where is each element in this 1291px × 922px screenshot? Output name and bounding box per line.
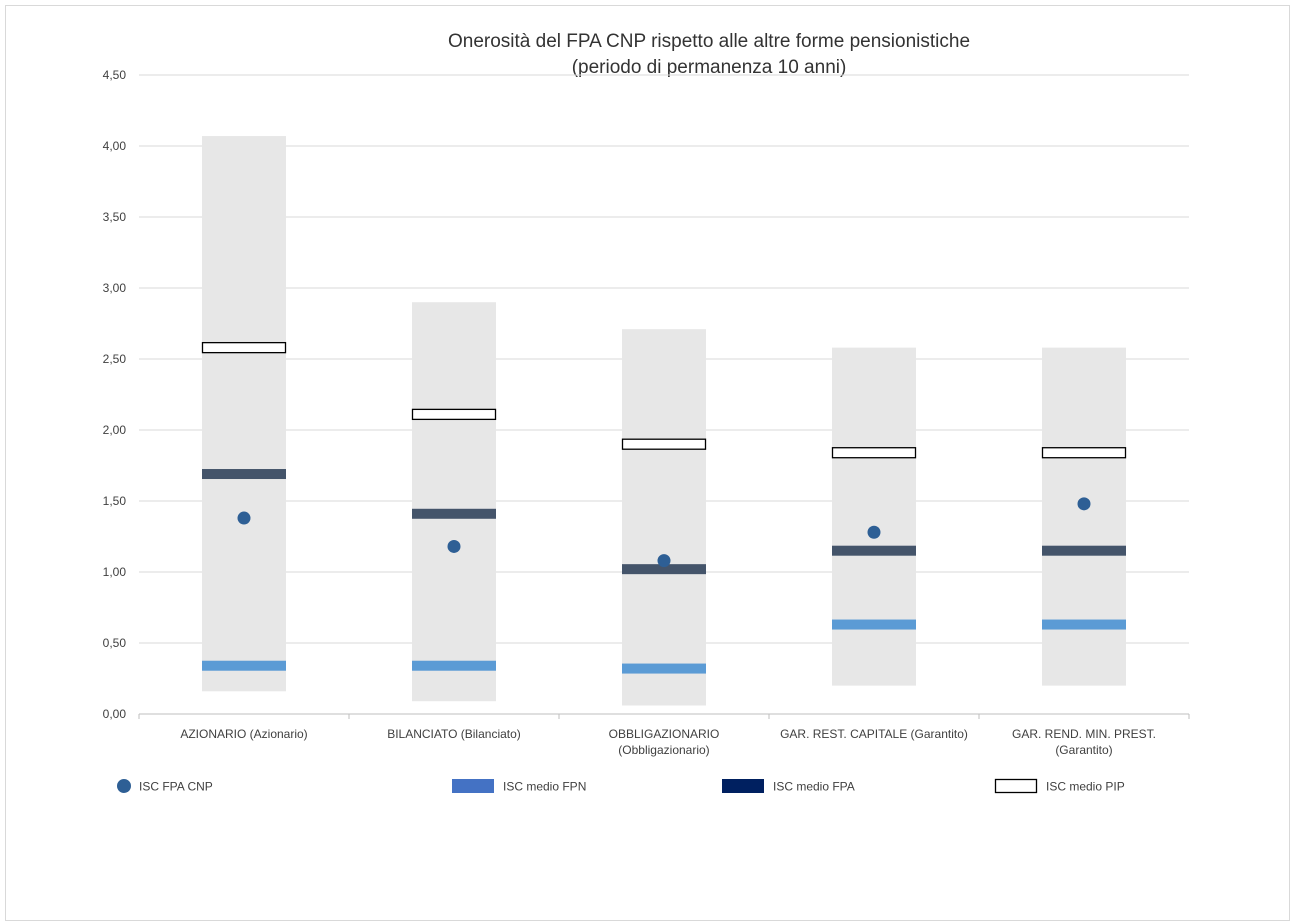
range-bar bbox=[622, 329, 706, 706]
legend-label: ISC medio FPA bbox=[773, 780, 855, 794]
isc-medio-fpa-marker bbox=[832, 545, 916, 556]
x-axis: AZIONARIO (Azionario) BILANCIATO (Bilanci… bbox=[138, 713, 1190, 757]
isc-medio-pip-marker bbox=[1041, 447, 1127, 459]
legend-label: ISC FPA CNP bbox=[139, 780, 213, 794]
y-tick-label: 3,50 bbox=[103, 210, 127, 224]
y-tick-label: 2,00 bbox=[103, 423, 127, 437]
isc-medio-fpa-marker bbox=[412, 508, 496, 519]
range-bars bbox=[202, 136, 1126, 706]
legend-swatch-dot bbox=[117, 779, 131, 793]
series-marks bbox=[201, 341, 1127, 674]
y-axis: 0,00 0,50 1,00 1,50 2,00 2,50 3,00 3,50 4,00 4,50 bbox=[103, 68, 127, 721]
x-tick-label: GAR. REND. MIN. PREST. bbox=[1012, 727, 1156, 741]
isc-medio-fpn-marker bbox=[832, 619, 916, 630]
x-tick-label: OBBLIGAZIONARIO bbox=[609, 727, 720, 741]
y-tick-label: 3,00 bbox=[103, 281, 127, 295]
range-bar bbox=[202, 136, 286, 692]
y-tick-label: 4,50 bbox=[103, 68, 127, 82]
isc-fpa-cnp-point bbox=[657, 554, 671, 568]
isc-fpa-cnp-point bbox=[867, 525, 881, 539]
chart-frame bbox=[5, 5, 1290, 921]
isc-medio-fpn-marker bbox=[412, 660, 496, 671]
legend-label: ISC medio PIP bbox=[1046, 780, 1125, 794]
legend-swatch bbox=[722, 779, 764, 793]
isc-medio-fpn-marker bbox=[1042, 619, 1126, 630]
range-bar bbox=[832, 347, 916, 686]
y-tick-label: 4,00 bbox=[103, 139, 127, 153]
legend-swatch-outline bbox=[994, 778, 1038, 794]
y-tick-label: 1,50 bbox=[103, 494, 127, 508]
legend-label: ISC medio FPN bbox=[503, 780, 586, 794]
isc-medio-pip-marker bbox=[201, 341, 287, 354]
legend-swatch bbox=[452, 779, 494, 793]
x-tick-label: (Garantito) bbox=[1055, 743, 1112, 757]
y-tick-label: 0,50 bbox=[103, 636, 127, 650]
range-bar bbox=[1042, 347, 1126, 686]
x-tick-label: AZIONARIO (Azionario) bbox=[180, 727, 307, 741]
isc-fpa-cnp-point bbox=[447, 539, 461, 553]
y-tick-label: 2,50 bbox=[103, 352, 127, 366]
range-bar bbox=[412, 302, 496, 702]
isc-medio-fpa-marker bbox=[1042, 545, 1126, 556]
isc-medio-pip-marker bbox=[621, 438, 707, 450]
isc-medio-pip-marker bbox=[831, 447, 917, 459]
x-tick-label: GAR. REST. CAPITALE (Garantito) bbox=[780, 727, 968, 741]
chart-title: Onerosità del FPA CNP rispetto alle altr… bbox=[448, 31, 970, 52]
legend: ISC FPA CNP ISC medio FPN ISC medio FPA ISC… bbox=[117, 778, 1125, 794]
chart-subtitle: (periodo di permanenza 10 anni) bbox=[572, 57, 847, 78]
isc-medio-fpa-marker bbox=[202, 469, 286, 480]
x-tick-label: BILANCIATO (Bilanciato) bbox=[387, 727, 521, 741]
x-tick-label: (Obbligazionario) bbox=[618, 743, 709, 757]
isc-medio-fpn-marker bbox=[622, 663, 706, 674]
isc-medio-fpa-marker bbox=[622, 564, 706, 575]
isc-fpa-cnp-point bbox=[1077, 497, 1091, 511]
isc-fpa-cnp-point bbox=[237, 511, 251, 525]
y-tick-label: 1,00 bbox=[103, 565, 127, 579]
isc-medio-fpn-marker bbox=[202, 660, 286, 671]
y-tick-label: 0,00 bbox=[103, 707, 127, 721]
isc-medio-pip-marker bbox=[411, 408, 497, 421]
